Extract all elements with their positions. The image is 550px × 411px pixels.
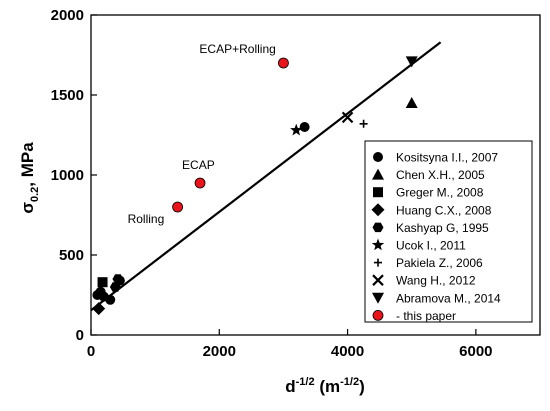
legend-entry: Chen X.H., 2005 [396,168,485,182]
legend-entry: Pakiela Z., 2006 [396,256,483,270]
y-axis-title-sub: 0.2 [29,187,41,202]
x-tick-label: 4000 [331,343,364,360]
legend: Kositsyna I.I., 2007 Chen X.H., 2005 Grege… [364,140,533,323]
legend-marker [372,168,384,180]
fit-line [90,41,442,312]
data-point [341,111,354,124]
x-tick-label: 2000 [203,343,236,360]
y-tick-label: 500 [59,247,84,264]
data-point [405,97,418,108]
x-axis-title-units-open: (m [315,377,341,396]
data-point [97,277,108,288]
legend-entry: Greger M., 2008 [396,186,484,200]
data-point [405,56,418,68]
y-tick-label: 1500 [51,87,84,104]
data-point [359,119,368,128]
x-axis-title: d-1/2 (m-1/2) [285,376,365,396]
point-annotation: ECAP+Rolling [199,42,275,56]
legend-marker [374,258,382,267]
legend-entry: Kositsyna I.I., 2007 [396,151,498,165]
legend-entry: Huang C.X., 2008 [396,203,492,217]
y-tick-label: 0 [76,327,84,344]
legend-marker [372,222,384,233]
legend-marker [373,187,383,198]
point-annotation: ECAP [182,158,215,172]
y-axis-title-base: σ [18,202,37,214]
y-tick-label: 1000 [51,167,84,184]
data-point [172,201,183,213]
legend-entry: Ucok I., 2011 [396,239,466,253]
data-point [290,123,303,136]
x-axis-title-base: d [285,377,295,396]
legend-box [364,140,533,323]
axis-ticks: 0 2000 4000 6000 0 500 1000 1500 2000 [51,7,493,360]
legend-entry: Kashyap G, 1995 [396,221,489,235]
x-tick-label: 6000 [459,343,492,360]
point-annotations: ECAP+Rolling ECAP Rolling [128,42,276,226]
x-axis-title-sup: -1/2 [296,376,315,388]
legend-marker [372,309,384,321]
x-axis-title-units-close: ) [359,377,365,396]
legend-marker [373,152,383,162]
legend-entry: Abramova M., 2014 [396,291,501,305]
legend-entry: Wang H., 2012 [396,274,476,288]
legend-marker [372,274,384,286]
legend-marker [371,238,385,251]
point-annotation: Rolling [128,212,165,226]
y-tick-label: 2000 [51,7,84,24]
legend-marker [372,292,384,304]
data-point [278,57,289,69]
data-point [299,122,310,132]
data-point [105,294,116,305]
y-axis-title: σ0.2, MPa [18,142,41,214]
data-points [92,56,418,316]
x-tick-label: 0 [87,343,95,360]
data-point [109,282,121,292]
legend-entry: - this paper [396,309,456,323]
data-point [194,177,206,189]
regression-line [90,41,442,312]
data-point [112,274,124,284]
x-axis-title-units-sup: -1/2 [340,376,359,388]
legend-marker [371,203,385,217]
y-axis-title-units: , MPa [18,142,37,187]
data-point [92,302,106,316]
